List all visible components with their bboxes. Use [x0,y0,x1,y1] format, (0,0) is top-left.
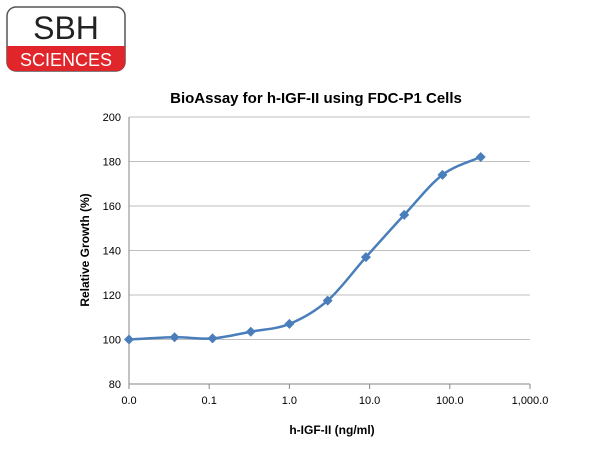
data-point-1 [169,332,180,343]
y-tick-label-2: 120 [103,290,121,302]
y-tick-label-6: 200 [103,112,121,124]
data-point-5 [322,295,333,306]
x-tick-label-4: 100.0 [436,395,464,407]
x-tick-label-2: 1.0 [282,395,297,407]
x-tick-label-3: 10.0 [359,395,380,407]
y-tick-label-1: 100 [103,335,121,347]
logo-text-sbh: SBH [33,10,99,46]
data-point-6 [360,252,371,263]
x-axis-title: h-IGF-II (ng/ml) [289,423,374,437]
y-tick-label-0: 80 [109,379,121,391]
x-tick-label-1: 0.1 [202,395,217,407]
y-axis-title: Relative Growth (%) [78,193,92,306]
series-line-0 [128,155,482,341]
logo-text-sciences: SCIENCES [20,50,112,70]
data-point-3 [245,326,256,337]
data-series [124,152,486,345]
x-tick-labels: 0.0 0.1 1.0 10.0 100.0 1,000.0 [121,395,548,407]
data-point-2 [207,333,218,344]
y-tick-label-3: 140 [103,246,121,258]
data-point-4 [284,318,295,329]
y-tick-label-4: 160 [103,201,121,213]
gridlines [129,116,530,340]
data-point-9 [475,152,486,163]
y-tick-labels: 80 100 120 140 160 180 200 [103,112,121,391]
axes [128,117,531,389]
data-point-7 [399,209,410,220]
data-point-8 [437,169,448,180]
x-tick-label-5: 1,000.0 [512,395,549,407]
sbh-sciences-logo: SBH SCIENCES [6,6,126,72]
y-tick-label-5: 180 [103,157,121,169]
chart-title: BioAssay for h-IGF-II using FDC-P1 Cells [170,90,462,107]
x-tick-label-0: 0.0 [121,395,136,407]
data-point-0 [124,334,134,345]
